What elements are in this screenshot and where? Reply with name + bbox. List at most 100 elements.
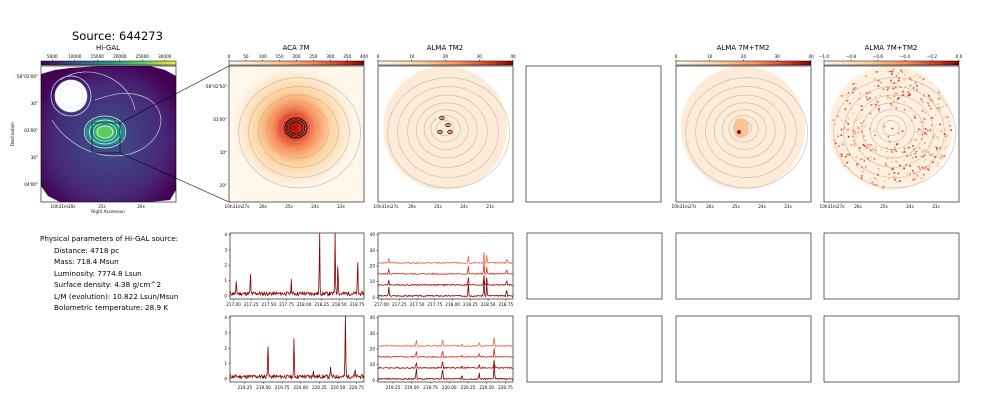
aca-colorbar-bar [228, 60, 365, 66]
noise-pixel [850, 108, 852, 110]
noise-pixel [880, 149, 883, 152]
aca-spec2-xtick-label: 220.00 [293, 385, 308, 390]
aca-spec2-axes [229, 315, 365, 383]
noise-pixel [924, 154, 926, 156]
noise-pixel [914, 82, 917, 84]
noise-pixel [896, 82, 898, 84]
noise-pixel [914, 116, 916, 119]
noise-pixel [921, 131, 923, 134]
noise-pixel [899, 86, 902, 88]
noise-pixel [902, 130, 904, 133]
noise-pixel [904, 74, 907, 76]
noise-pixel [896, 98, 899, 100]
noise-pixel [873, 130, 876, 132]
aca-spec1-xtick-label: 218.50 [332, 302, 347, 307]
higal-contour [50, 75, 92, 117]
empty-spectrum-axes [675, 232, 812, 300]
noise-pixel [915, 150, 917, 153]
combined-contour [695, 86, 797, 178]
alma-spec1-xtick-label: 217.50 [410, 302, 425, 307]
noise-pixel [856, 125, 859, 128]
empty-spectrum-axes [823, 315, 960, 383]
noise-pixel [891, 151, 893, 153]
higal-ytick-label: 03'00" [24, 128, 38, 133]
noise-pixel [847, 117, 850, 120]
noise-pixel [924, 133, 927, 135]
noise-pixel [916, 89, 918, 91]
noise-pixel [929, 159, 932, 162]
noise-pixel [902, 90, 904, 93]
alma-spec1-ytick-label: 10 [370, 279, 376, 284]
noise-pixel [915, 156, 917, 158]
noise-pixel [933, 157, 935, 159]
combined-peak [737, 130, 741, 134]
noise-pixel [926, 151, 928, 153]
noise-pixel [861, 109, 863, 111]
noise-pixel [896, 92, 898, 95]
noise-pixel [883, 125, 886, 128]
aca-colorbar-tick-label: 50 [243, 54, 249, 59]
noise-pixel [927, 168, 929, 170]
noise-pixel [858, 118, 860, 120]
higal-contour [89, 119, 121, 145]
aca-xtick-label: 23s [337, 204, 345, 209]
noise-pixel [869, 97, 871, 99]
alma-spec1-xtick-label: 218.75 [499, 302, 514, 307]
aca-xtick-label: 26s [259, 204, 267, 209]
noise-pixel [891, 82, 893, 85]
combined-colorbar-tick-label: 30 [775, 54, 781, 59]
noise-pixel [921, 177, 923, 179]
noise-pixel [884, 133, 887, 135]
noise-pixel [923, 94, 925, 97]
alma-spec1-series-line [377, 252, 514, 265]
tm2-colorbar-tick-label: 0 [377, 54, 380, 59]
noise-pixel [921, 110, 924, 112]
empty-image-axes [525, 65, 662, 203]
higal-colorbar-tick-label: 5000 [47, 54, 58, 59]
noise-pixel [893, 149, 896, 151]
noise-pixel [920, 130, 923, 133]
alma-spec2-xtick-label: 219.25 [386, 385, 401, 390]
noise-pixel [936, 128, 939, 130]
tm2-colorbar-tick-label: 30 [477, 54, 483, 59]
noise-pixel [852, 97, 855, 100]
zoom-connector-bottom [119, 152, 230, 203]
noise-pixel [925, 132, 928, 134]
noise-pixel [862, 139, 865, 142]
higal-ytick-label: 30" [31, 101, 38, 106]
higal-colorbar-tick-label: 25000 [136, 54, 150, 59]
aca-spec1-xtick-label: 217.50 [261, 302, 276, 307]
noise-pixel [950, 129, 952, 131]
noise-pixel [941, 106, 944, 108]
noise-pixel [892, 100, 895, 103]
noise-pixel [944, 133, 946, 136]
noise-pixel [946, 146, 948, 148]
noise-pixel [877, 79, 880, 82]
noise-pixel [896, 101, 899, 104]
aca-spec2-ytick-label: 1 [224, 361, 227, 366]
aca-dense-contour [286, 119, 306, 137]
noise-pixel [882, 187, 884, 189]
aca-colorbar-tick-label: 200 [293, 54, 301, 59]
noise-pixel [921, 151, 924, 153]
noise-pixel [886, 150, 888, 153]
noise-pixel [870, 104, 872, 106]
noise-pixel [893, 82, 896, 84]
tm2-compact-source [437, 129, 443, 135]
noise-pixel [913, 75, 915, 77]
noise-pixel [854, 82, 857, 84]
noise-pixel [867, 92, 869, 94]
noise-pixel [845, 155, 847, 158]
noise-pixel [853, 130, 856, 132]
noise-pixel [854, 132, 857, 135]
noise-pixel [910, 120, 913, 122]
noise-pixel [936, 149, 938, 151]
noise-pixel [922, 149, 925, 152]
noise-pixel [945, 128, 948, 131]
alma-spec2-xtick-label: 219.75 [423, 385, 438, 390]
noise-pixel [945, 104, 947, 107]
zoom-connector-top [119, 65, 230, 124]
noise-pixel [925, 166, 927, 168]
noise-pixel [863, 145, 866, 147]
noise-pixel [918, 133, 921, 136]
